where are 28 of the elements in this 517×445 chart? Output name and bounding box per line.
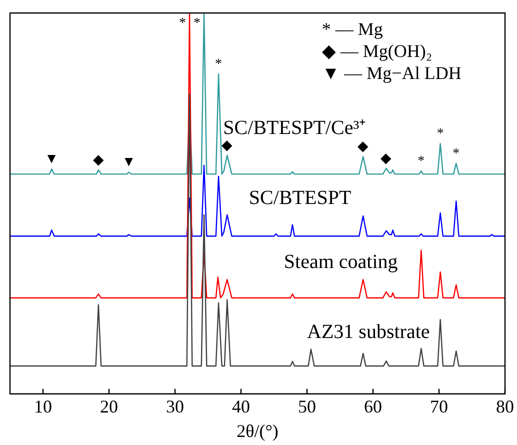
- x-tick-label: 20: [100, 396, 118, 416]
- annotation: ▼: [44, 152, 59, 168]
- x-tick-label: 10: [34, 396, 52, 416]
- series-label: Steam coating: [284, 250, 398, 273]
- annotation: ◆: [358, 140, 369, 155]
- x-axis-title: 2θ/(°): [236, 420, 278, 441]
- x-tick-label: 50: [298, 396, 316, 416]
- x-tick-label: 30: [166, 396, 184, 416]
- annotation: *: [215, 56, 222, 72]
- annotation: ▼ — Mg−Al LDH: [322, 63, 462, 83]
- annotation: * — Mg: [322, 19, 383, 39]
- x-tick-label: 60: [364, 396, 382, 416]
- x-tick-label: 80: [496, 396, 514, 416]
- annotation: *: [418, 154, 425, 170]
- x-tick-label: 70: [430, 396, 448, 416]
- annotation: ▼: [122, 155, 136, 170]
- series-label: SC/BTESPT/Ce³⁺: [223, 117, 366, 140]
- annotation: *: [194, 16, 201, 31]
- annotation: *: [452, 146, 460, 162]
- x-tick-label: 40: [232, 396, 250, 416]
- series-label: SC/BTESPT: [248, 187, 352, 210]
- annotation: *: [179, 16, 186, 31]
- annotation: ◆: [222, 138, 233, 154]
- annotation: ◆: [92, 152, 104, 168]
- annotation: ◆: [380, 151, 392, 166]
- annotation: ◆ — Mg(OH)₂: [322, 41, 432, 61]
- series-label: AZ31 substrate: [307, 321, 430, 343]
- annotation: *: [436, 126, 444, 142]
